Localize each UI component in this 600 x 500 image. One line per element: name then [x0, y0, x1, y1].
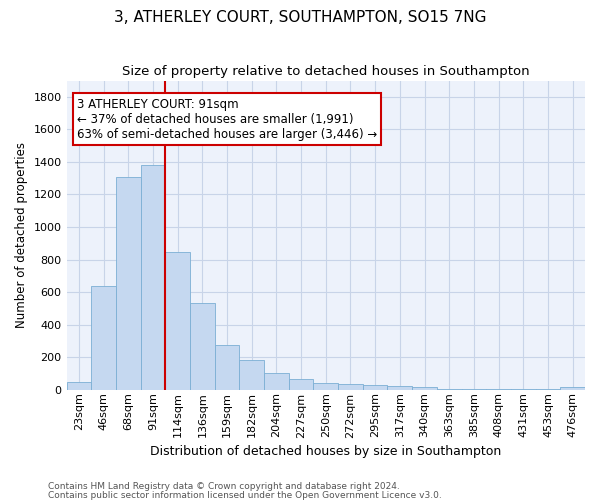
- Bar: [264, 372, 289, 390]
- Bar: [91, 286, 116, 390]
- Title: Size of property relative to detached houses in Southampton: Size of property relative to detached ho…: [122, 65, 530, 78]
- Bar: [313, 383, 338, 390]
- Text: Contains public sector information licensed under the Open Government Licence v3: Contains public sector information licen…: [48, 490, 442, 500]
- Bar: [116, 176, 140, 390]
- Bar: [486, 389, 511, 390]
- Bar: [289, 379, 313, 390]
- Bar: [165, 252, 190, 390]
- Bar: [511, 389, 536, 390]
- Text: 3, ATHERLEY COURT, SOUTHAMPTON, SO15 7NG: 3, ATHERLEY COURT, SOUTHAMPTON, SO15 7NG: [114, 10, 486, 25]
- Bar: [190, 304, 215, 390]
- Bar: [363, 385, 388, 390]
- Text: Contains HM Land Registry data © Crown copyright and database right 2024.: Contains HM Land Registry data © Crown c…: [48, 482, 400, 491]
- Text: 3 ATHERLEY COURT: 91sqm
← 37% of detached houses are smaller (1,991)
63% of semi: 3 ATHERLEY COURT: 91sqm ← 37% of detache…: [77, 98, 377, 140]
- Bar: [67, 382, 91, 390]
- Bar: [338, 384, 363, 390]
- Bar: [437, 389, 461, 390]
- Bar: [215, 345, 239, 390]
- Bar: [388, 386, 412, 390]
- Bar: [412, 387, 437, 390]
- Bar: [239, 360, 264, 390]
- X-axis label: Distribution of detached houses by size in Southampton: Distribution of detached houses by size …: [150, 444, 502, 458]
- Bar: [140, 165, 165, 390]
- Bar: [536, 389, 560, 390]
- Y-axis label: Number of detached properties: Number of detached properties: [15, 142, 28, 328]
- Bar: [560, 387, 585, 390]
- Bar: [461, 389, 486, 390]
